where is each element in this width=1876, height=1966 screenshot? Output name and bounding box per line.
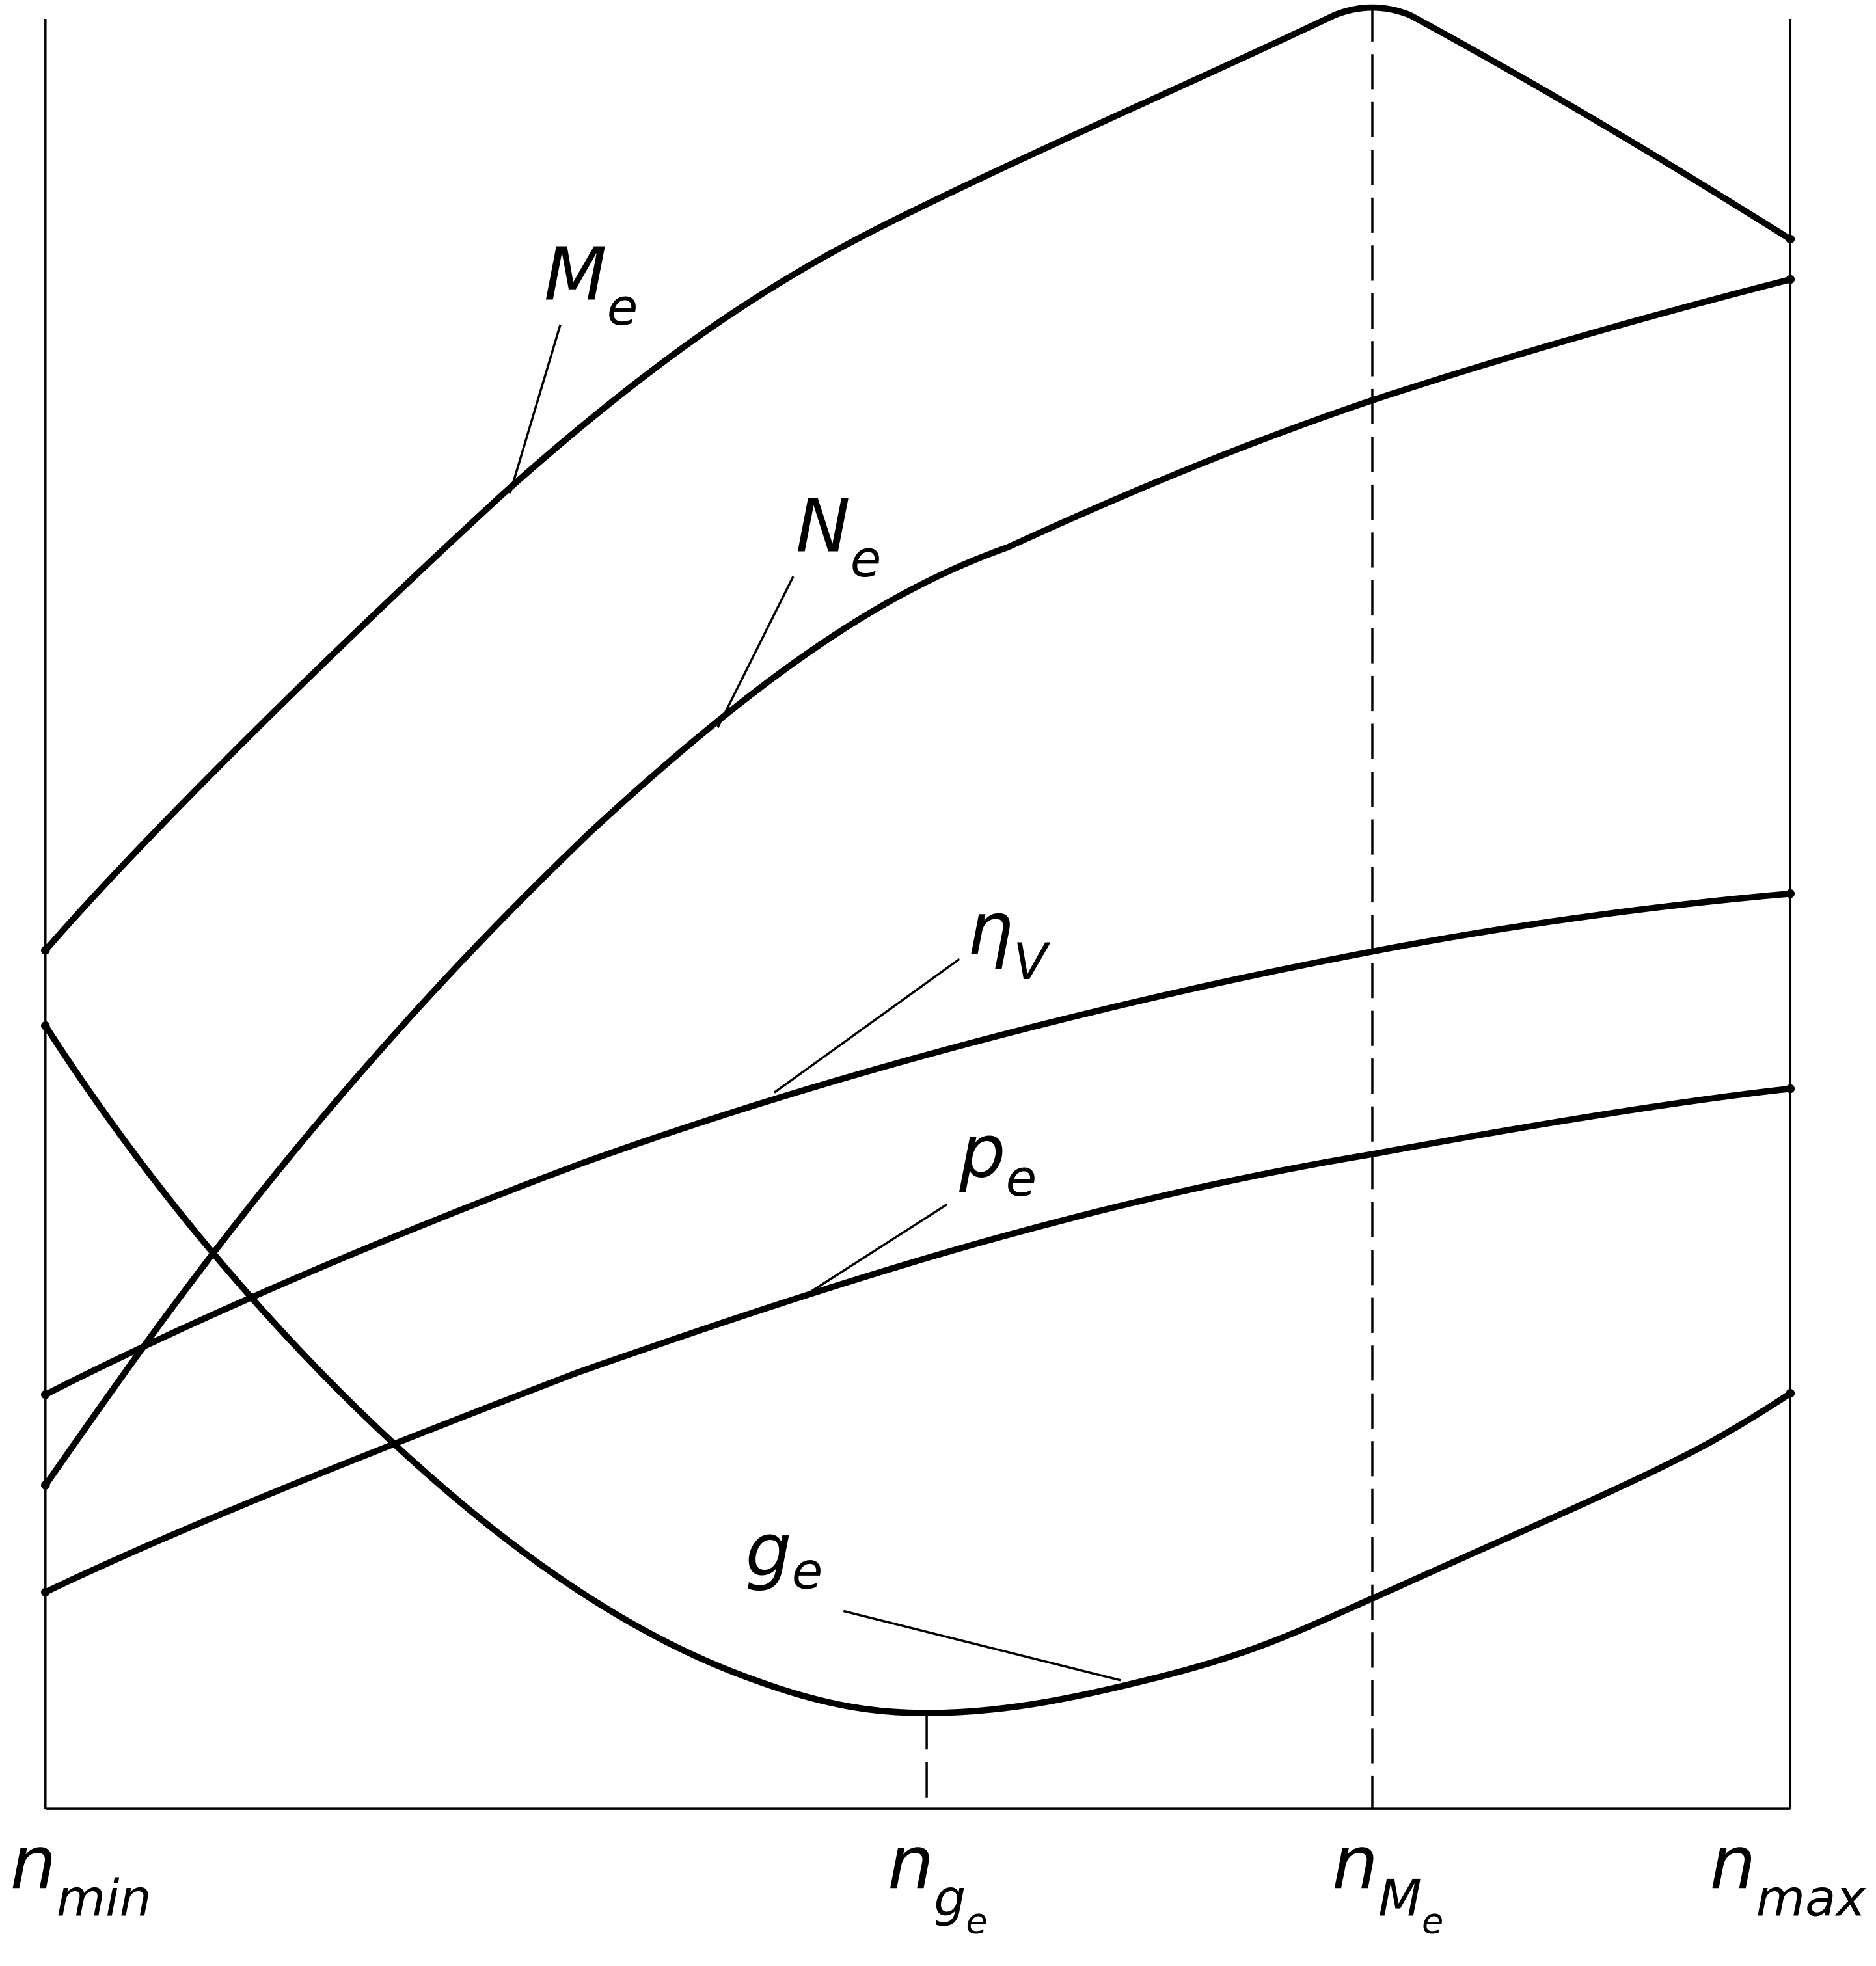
label-main: N	[796, 484, 850, 569]
curve-endpoints	[41, 234, 1795, 1597]
label-main: n	[10, 1821, 57, 1905]
curve-nv	[42, 890, 1794, 1398]
axis-label: nmin	[10, 1821, 152, 1928]
curve-label: pe	[958, 1110, 1037, 1208]
curve-label: Me	[544, 232, 638, 337]
label-sub: e	[1006, 1150, 1037, 1208]
label-main: M	[544, 232, 607, 317]
label-main: n	[1332, 1821, 1378, 1905]
label-sub: M	[1378, 1870, 1422, 1928]
endpoint	[1786, 275, 1795, 284]
curve-pe	[42, 1085, 1794, 1596]
label-main: n	[888, 1821, 934, 1905]
label-main: p	[958, 1110, 1005, 1194]
label-sub: min	[57, 1870, 152, 1928]
label-sub: e	[607, 278, 638, 337]
axis-label: nge	[888, 1821, 988, 1942]
label-main: n	[1709, 1821, 1756, 1905]
label-sub: g	[934, 1870, 966, 1928]
endpoint	[41, 1021, 50, 1030]
label-sub: max	[1756, 1870, 1867, 1928]
curve-me	[42, 4, 1794, 954]
leader-line	[843, 1609, 1121, 1682]
label-subsub: e	[966, 1901, 987, 1942]
axis-label: nmax	[1709, 1821, 1866, 1928]
endpoint	[41, 1587, 50, 1597]
curve-label: Ne	[796, 484, 882, 589]
endpoint	[1786, 1084, 1795, 1094]
endpoint	[41, 945, 50, 955]
endpoint	[41, 1390, 50, 1399]
endpoint	[41, 1481, 50, 1490]
axis-label: nMe	[1332, 1821, 1443, 1942]
leader-line	[798, 1204, 947, 1300]
label-sub: V	[1013, 933, 1051, 991]
label-sub: e	[850, 530, 882, 589]
label-sub: e	[792, 1542, 823, 1601]
label-main: η	[967, 887, 1013, 972]
leader-line	[509, 324, 562, 494]
curve-label: ge	[745, 1509, 822, 1600]
leader-line	[716, 576, 795, 729]
label-main: g	[745, 1509, 791, 1593]
endpoint	[1786, 234, 1795, 244]
leader-line	[773, 958, 960, 1094]
label-subsub: e	[1422, 1901, 1443, 1942]
curve-ne	[42, 276, 1794, 1488]
endpoint	[1786, 1388, 1795, 1398]
curve-label: ηV	[967, 887, 1051, 992]
endpoint	[1786, 889, 1795, 898]
curve-ge	[42, 1022, 1794, 1716]
